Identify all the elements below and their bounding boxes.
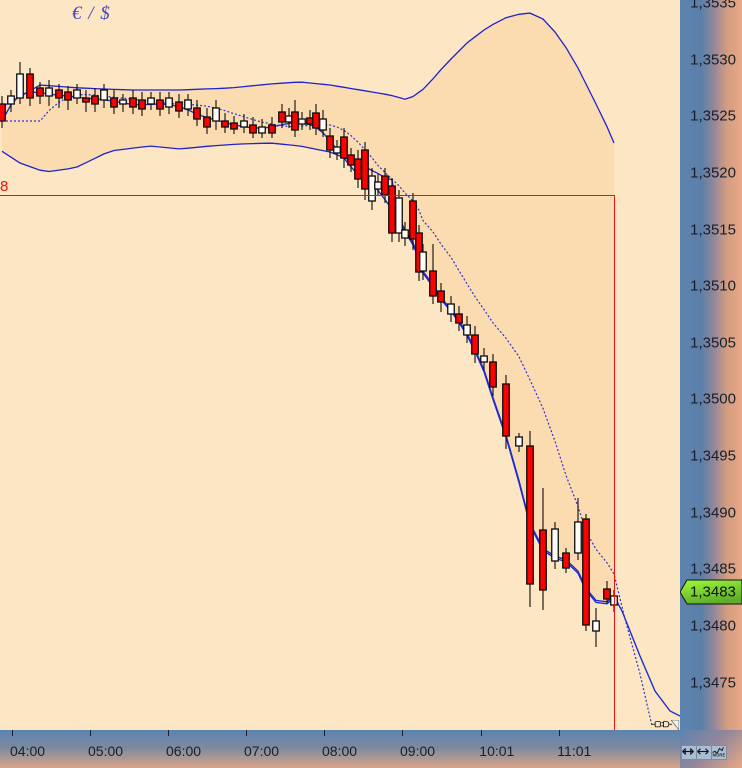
svg-text:MORE: MORE (713, 753, 726, 758)
